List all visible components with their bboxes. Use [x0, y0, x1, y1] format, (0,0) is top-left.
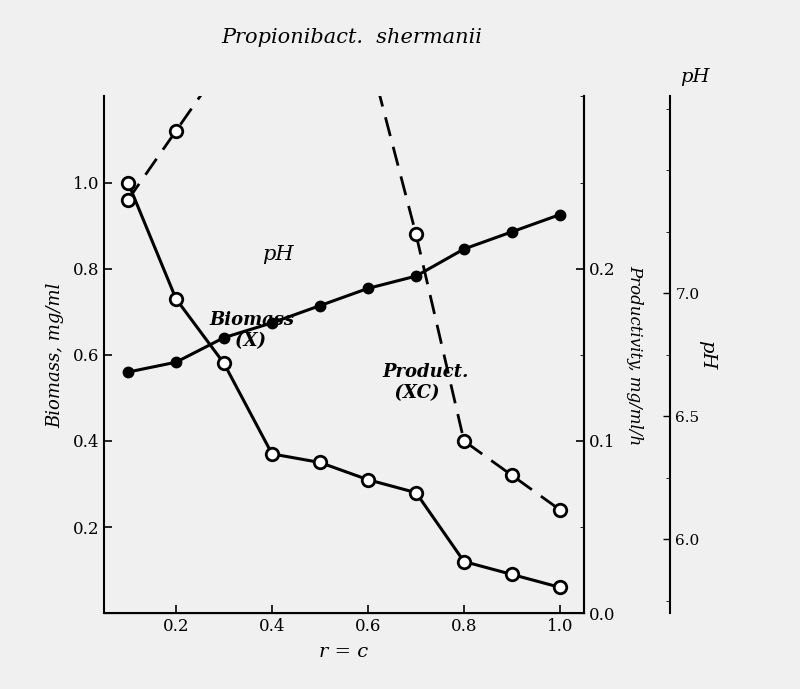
Y-axis label: pH: pH: [698, 340, 716, 369]
Text: pH: pH: [262, 245, 294, 264]
Text: Biomass
    (X): Biomass (X): [210, 311, 294, 350]
Text: Product.
  (XC): Product. (XC): [382, 363, 469, 402]
Text: pH: pH: [680, 68, 710, 86]
Y-axis label: Productivity, mg/ml/h: Productivity, mg/ml/h: [626, 265, 643, 445]
Y-axis label: Biomass, mg/ml: Biomass, mg/ml: [46, 282, 64, 427]
Text: Propionibact.  shermanii: Propionibact. shermanii: [222, 28, 482, 47]
X-axis label: r = c: r = c: [319, 644, 369, 661]
